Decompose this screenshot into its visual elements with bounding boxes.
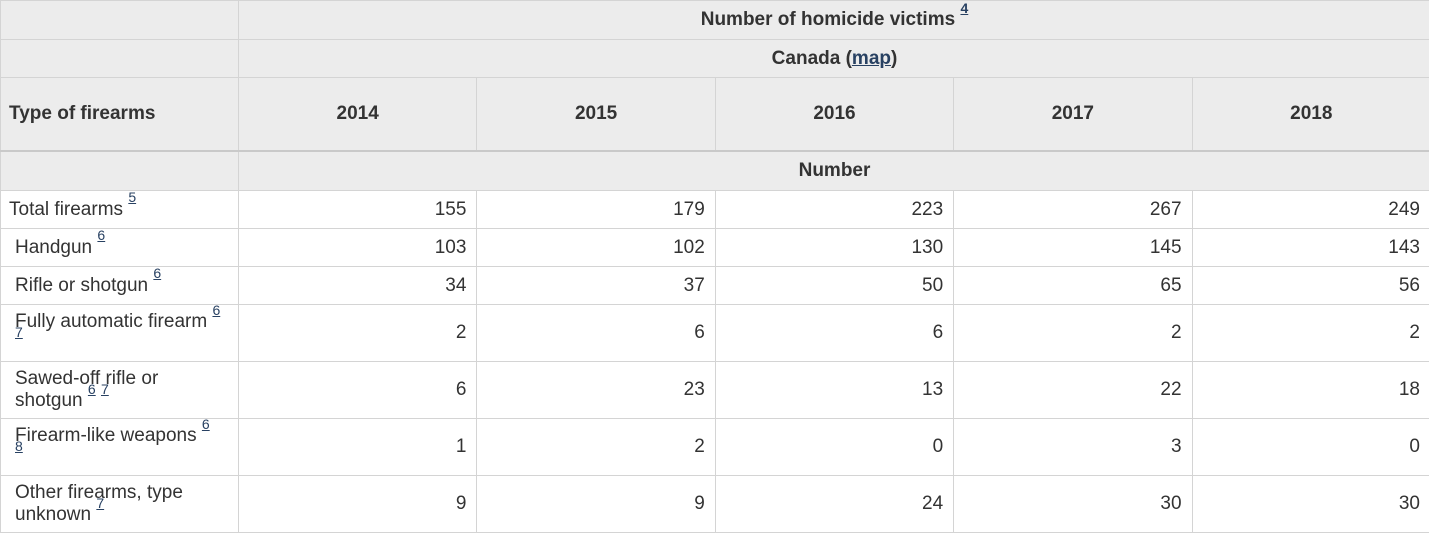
table-row: Other firearms, type unknown 7 9 9 24 30… [1,476,1429,533]
year-column-header: 2017 [954,78,1192,151]
footnote-link[interactable]: 6 [88,381,96,397]
column-header-row: Type of firearms 2014 2015 2016 2017 201… [1,78,1429,151]
stub-header: Type of firearms [1,78,239,151]
value-cell: 179 [477,191,715,229]
footnote-link[interactable]: 7 [96,495,104,511]
footnote-link[interactable]: 6 [97,227,105,243]
value-cell: 155 [239,191,477,229]
row-label-cell: Fully automatic firearm 6 7 [1,305,239,362]
value-cell: 22 [954,362,1192,419]
value-cell: 65 [954,267,1192,305]
value-cell: 6 [477,305,715,362]
footnote-link[interactable]: 6 [153,265,161,281]
year-column-header: 2015 [477,78,715,151]
footnote-link[interactable]: 7 [101,381,109,397]
year-column-header: 2014 [239,78,477,151]
footnote-link[interactable]: 4 [960,0,968,16]
unit-header: Number [239,151,1429,191]
table-title-cell: Number of homicide victims 4 [239,1,1429,40]
row-label: Fully automatic firearm [15,311,207,332]
footnote-link[interactable]: 6 [202,416,210,432]
row-label: Firearm-like weapons [15,425,197,446]
row-label-cell: Sawed-off rifle or shotgun 6 7 [1,362,239,419]
value-cell: 18 [1192,362,1429,419]
value-cell: 0 [715,419,953,476]
value-cell: 24 [715,476,953,533]
stub-cell [1,151,239,191]
row-label-cell: Rifle or shotgun 6 [1,267,239,305]
table-title: Number of homicide victims [701,9,955,30]
value-cell: 249 [1192,191,1429,229]
value-cell: 23 [477,362,715,419]
table-row: Total firearms 5 155 179 223 267 249 [1,191,1429,229]
value-cell: 50 [715,267,953,305]
row-label-cell: Handgun 6 [1,229,239,267]
value-cell: 143 [1192,229,1429,267]
row-label: Total firearms [9,199,123,220]
value-cell: 1 [239,419,477,476]
value-cell: 145 [954,229,1192,267]
value-cell: 103 [239,229,477,267]
stub-cell [1,1,239,40]
row-label: Handgun [15,237,92,258]
table-row: Handgun 6 103 102 130 145 143 [1,229,1429,267]
value-cell: 6 [239,362,477,419]
value-cell: 130 [715,229,953,267]
table-row: Firearm-like weapons 6 8 1 2 0 3 0 [1,419,1429,476]
row-label: Sawed-off rifle or shotgun [15,368,158,411]
value-cell: 267 [954,191,1192,229]
table-row: Rifle or shotgun 6 34 37 50 65 56 [1,267,1429,305]
row-label-cell: Firearm-like weapons 6 8 [1,419,239,476]
footnote-link[interactable]: 7 [15,324,23,340]
year-column-header: 2016 [715,78,953,151]
row-label-cell: Other firearms, type unknown 7 [1,476,239,533]
value-cell: 13 [715,362,953,419]
year-column-header: 2018 [1192,78,1429,151]
value-cell: 2 [239,305,477,362]
table-row: Sawed-off rifle or shotgun 6 7 6 23 13 2… [1,362,1429,419]
value-cell: 2 [477,419,715,476]
value-cell: 34 [239,267,477,305]
value-cell: 9 [239,476,477,533]
stub-cell [1,40,239,78]
unit-header-row: Number [1,151,1429,191]
region-label-prefix: Canada ( [772,48,852,69]
title-row: Number of homicide victims 4 [1,1,1429,40]
value-cell: 0 [1192,419,1429,476]
row-label: Rifle or shotgun [15,275,148,296]
footnote-link[interactable]: 8 [15,438,23,454]
region-label-suffix: ) [891,48,897,69]
value-cell: 30 [954,476,1192,533]
value-cell: 3 [954,419,1192,476]
value-cell: 6 [715,305,953,362]
value-cell: 9 [477,476,715,533]
value-cell: 2 [1192,305,1429,362]
table-row: Fully automatic firearm 6 7 2 6 6 2 2 [1,305,1429,362]
footnote-link[interactable]: 6 [212,302,220,318]
map-link[interactable]: map [852,48,891,69]
footnote-link[interactable]: 5 [128,189,136,205]
value-cell: 30 [1192,476,1429,533]
value-cell: 37 [477,267,715,305]
value-cell: 56 [1192,267,1429,305]
region-header-cell: Canada (map) [239,40,1429,78]
value-cell: 2 [954,305,1192,362]
value-cell: 223 [715,191,953,229]
region-row: Canada (map) [1,40,1429,78]
value-cell: 102 [477,229,715,267]
row-label-cell: Total firearms 5 [1,191,239,229]
